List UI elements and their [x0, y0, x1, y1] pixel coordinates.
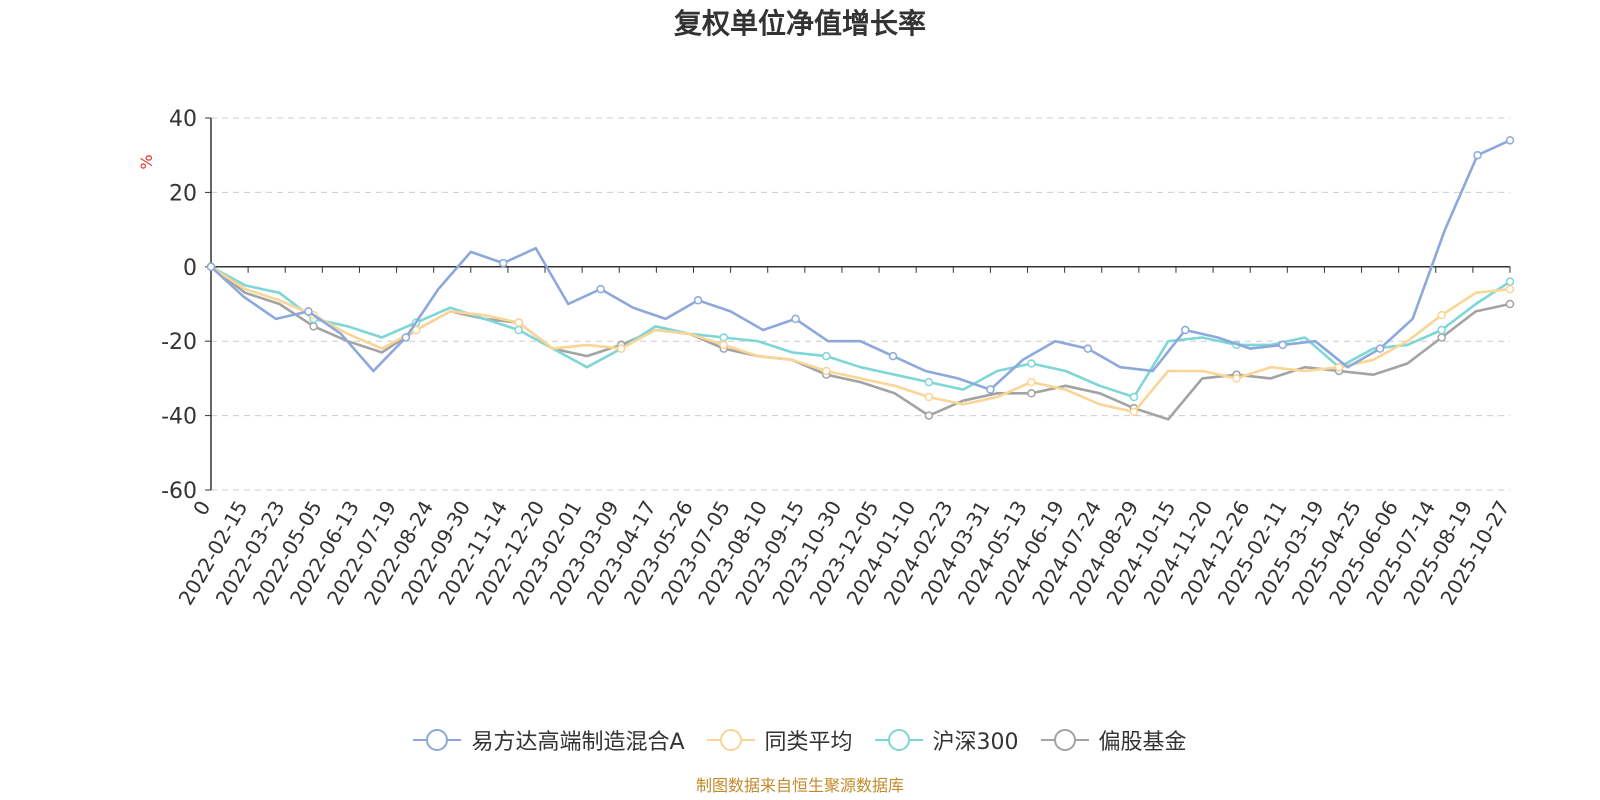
legend-item[interactable]: 易方达高端制造混合A [413, 724, 685, 756]
data-point [1437, 325, 1446, 335]
data-point [1027, 359, 1036, 368]
data-point [693, 296, 703, 305]
data-point [924, 411, 934, 420]
data-point [1083, 344, 1093, 353]
data-point [514, 318, 523, 327]
chart-title: 复权单位净值增长率 [673, 7, 926, 40]
legend-item[interactable]: 同类平均 [706, 724, 853, 756]
data-point [719, 333, 729, 342]
data-point [411, 325, 421, 335]
data-point [206, 262, 216, 272]
data-point [1181, 325, 1190, 335]
data-point [1027, 377, 1036, 387]
series-line [210, 265, 1511, 399]
axes [205, 117, 1511, 491]
series-line [210, 139, 1511, 391]
data-point [1232, 374, 1241, 383]
data-point [822, 366, 831, 376]
source-note: 制图数据来自恒生聚源数据库 [695, 776, 904, 795]
legend-label: 易方达高端制造混合A [471, 730, 685, 755]
data-point [1437, 310, 1446, 320]
data-point [924, 377, 934, 387]
data-point [888, 351, 898, 361]
data-point [719, 340, 729, 350]
data-point [596, 284, 605, 294]
y-tick-label: 20 [169, 181, 197, 206]
legend-swatch-icon [413, 729, 462, 751]
data-point [514, 325, 523, 335]
data-point [1375, 344, 1385, 353]
y-axis-label: % [137, 154, 156, 169]
data-point [1505, 284, 1515, 294]
data-point [1505, 299, 1515, 309]
series-line [210, 265, 1511, 414]
tick-labels: -60-40-200204002022-02-152022-03-232022-… [161, 107, 1514, 609]
legend-label: 沪深300 [932, 730, 1019, 755]
x-tick-label: 0 [188, 497, 215, 520]
grid-lines [211, 117, 1510, 491]
legend-swatch-icon [1040, 729, 1089, 751]
data-point [1437, 333, 1446, 342]
data-point [1129, 407, 1139, 417]
data-point [1278, 340, 1287, 350]
data-point [1334, 362, 1344, 372]
legend-label: 偏股基金 [1098, 730, 1187, 755]
chart-legend: 易方达高端制造混合A 同类平均 沪深300 偏股基金 [0, 724, 1600, 756]
data-point [924, 392, 934, 402]
series-lines [206, 136, 1515, 421]
data-point [309, 322, 318, 331]
data-point [822, 351, 831, 361]
data-point [791, 314, 800, 324]
legend-label: 同类平均 [764, 730, 853, 755]
data-point [1505, 277, 1515, 286]
y-tick-label: -20 [161, 330, 197, 355]
data-point [616, 344, 626, 353]
data-point [1027, 389, 1036, 398]
data-point [499, 258, 508, 268]
data-point [304, 307, 313, 316]
data-point [1129, 392, 1139, 402]
data-point [1505, 136, 1515, 145]
y-tick-label: 40 [169, 107, 197, 132]
data-point [986, 385, 995, 394]
data-point [1473, 150, 1482, 160]
legend-swatch-icon [874, 729, 923, 751]
y-tick-label: 0 [183, 256, 197, 281]
series-line [210, 265, 1511, 421]
legend-item[interactable]: 偏股基金 [1040, 724, 1187, 756]
data-point [401, 333, 411, 342]
y-tick-label: -60 [161, 479, 197, 504]
legend-swatch-icon [706, 729, 755, 751]
y-tick-label: -40 [161, 405, 197, 430]
legend-item[interactable]: 沪深300 [874, 724, 1019, 756]
